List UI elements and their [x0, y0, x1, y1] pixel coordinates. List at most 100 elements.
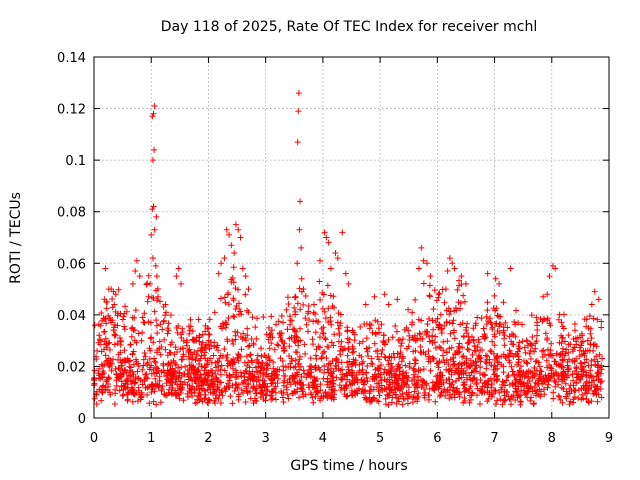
- data-point: [146, 400, 153, 407]
- axis-ticks: [93, 56, 610, 419]
- data-point: [477, 364, 484, 371]
- data-point: [316, 344, 323, 351]
- data-point: [459, 320, 466, 327]
- data-point: [149, 255, 156, 262]
- data-point: [584, 390, 591, 397]
- data-point: [230, 295, 237, 302]
- data-point: [376, 384, 383, 391]
- data-point: [221, 346, 228, 353]
- data-point: [184, 367, 191, 374]
- data-point: [199, 386, 206, 393]
- data-point: [93, 401, 100, 408]
- data-point: [215, 395, 222, 402]
- data-point: [399, 401, 406, 408]
- data-point: [454, 286, 461, 293]
- data-point: [234, 329, 241, 336]
- data-point: [200, 381, 207, 388]
- data-point: [182, 363, 189, 370]
- data-point: [581, 352, 588, 359]
- data-point: [91, 322, 98, 329]
- data-point: [123, 377, 130, 384]
- data-point: [192, 378, 199, 385]
- data-point: [270, 379, 277, 386]
- data-point: [358, 353, 365, 360]
- data-point: [409, 309, 416, 316]
- data-point: [376, 392, 383, 399]
- data-point: [562, 380, 569, 387]
- data-point: [482, 352, 489, 359]
- data-point: [430, 326, 437, 333]
- data-point: [130, 361, 137, 368]
- data-point: [316, 278, 323, 285]
- data-point: [119, 358, 126, 365]
- data-point: [209, 367, 216, 374]
- data-point: [161, 336, 168, 343]
- data-point: [591, 288, 598, 295]
- data-point: [285, 301, 292, 308]
- data-point: [550, 395, 557, 402]
- data-point: [187, 316, 194, 323]
- data-point: [196, 389, 203, 396]
- data-point: [144, 280, 151, 287]
- data-point: [360, 358, 367, 365]
- data-point: [245, 343, 252, 350]
- data-point: [185, 349, 192, 356]
- data-point: [461, 388, 468, 395]
- data-point: [583, 383, 590, 390]
- data-point: [257, 394, 264, 401]
- data-point: [173, 391, 180, 398]
- y-tick-label: 0.06: [57, 257, 86, 272]
- data-point: [330, 293, 337, 300]
- data-point: [119, 392, 126, 399]
- data-point: [131, 327, 138, 334]
- data-point: [271, 385, 278, 392]
- data-point: [441, 299, 448, 306]
- data-point: [436, 393, 443, 400]
- data-point: [300, 301, 307, 308]
- data-point: [532, 358, 539, 365]
- data-point: [228, 357, 235, 364]
- data-point: [156, 338, 163, 345]
- data-point: [427, 273, 434, 280]
- x-tick-label: 1: [147, 431, 155, 446]
- data-point: [420, 280, 427, 287]
- data-point: [558, 384, 565, 391]
- y-tick-label: 0.1: [65, 154, 86, 169]
- data-point: [431, 339, 438, 346]
- data-point: [253, 390, 260, 397]
- data-point: [235, 357, 242, 364]
- data-point: [472, 365, 479, 372]
- data-point: [234, 355, 241, 362]
- data-point: [310, 309, 317, 316]
- data-point: [469, 377, 476, 384]
- data-point: [588, 301, 595, 308]
- data-point: [404, 377, 411, 384]
- data-point: [527, 383, 534, 390]
- data-point: [420, 378, 427, 385]
- data-point: [363, 395, 370, 402]
- data-point: [153, 317, 160, 324]
- data-point: [597, 386, 604, 393]
- data-point: [217, 371, 224, 378]
- data-point: [473, 376, 480, 383]
- data-point: [269, 395, 276, 402]
- data-point: [426, 293, 433, 300]
- data-point: [169, 379, 176, 386]
- data-point: [493, 320, 500, 327]
- data-point: [382, 395, 389, 402]
- data-point: [217, 399, 224, 406]
- data-point: [280, 348, 287, 355]
- data-point: [456, 277, 463, 284]
- data-point: [186, 356, 193, 363]
- data-point: [451, 391, 458, 398]
- data-point: [186, 327, 193, 334]
- data-point: [570, 382, 577, 389]
- data-point: [116, 387, 123, 394]
- data-point: [414, 373, 421, 380]
- data-point: [100, 315, 107, 322]
- data-point: [227, 393, 234, 400]
- data-point: [236, 311, 243, 318]
- data-point: [320, 330, 327, 337]
- data-point: [140, 356, 147, 363]
- data-point: [201, 344, 208, 351]
